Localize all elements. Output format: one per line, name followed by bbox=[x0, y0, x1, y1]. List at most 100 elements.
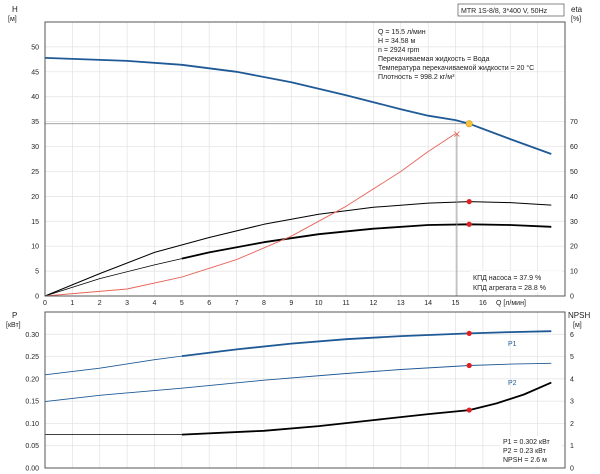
p2-curve-label: P2 bbox=[508, 380, 517, 387]
top-x-tick-label: 2 bbox=[98, 300, 102, 307]
info-density: Плотность = 998.2 кг/м³ bbox=[378, 74, 455, 81]
top-curve-eta-pump bbox=[44, 201, 552, 297]
top-right-tick-label: 20 bbox=[570, 244, 578, 251]
eta-axis-unit: [%] bbox=[571, 16, 581, 23]
bottom-right-tick-label: 6 bbox=[570, 332, 574, 339]
bottom-curve-NPSH bbox=[181, 381, 552, 436]
x-axis-label: Q [л/мин] bbox=[496, 300, 526, 307]
bottom-right-tick-label: 5 bbox=[570, 354, 574, 361]
bottom-operating-marker bbox=[466, 362, 472, 369]
top-left-tick-label: 5 bbox=[35, 269, 39, 276]
top-curve-eta-aggregate-ext bbox=[44, 258, 182, 297]
top-x-tick-label: 9 bbox=[289, 300, 293, 307]
p1-curve-label: P1 bbox=[508, 341, 517, 348]
top-left-tick-label: 45 bbox=[31, 69, 39, 76]
system-curve-end-marker bbox=[454, 131, 460, 137]
top-x-tick-label: 4 bbox=[153, 300, 157, 307]
top-left-tick-label: 25 bbox=[31, 169, 39, 176]
h-axis-name: H bbox=[12, 5, 18, 14]
bottom-left-tick-label: 0.10 bbox=[25, 421, 39, 428]
top-x-tick-label: 15 bbox=[452, 300, 460, 307]
top-panel: 0123456789101112131415161718 05101520253… bbox=[8, 3, 583, 307]
info-npsh: NPSH = 2.6 м bbox=[503, 457, 547, 464]
bottom-right-tick-label: 4 bbox=[570, 376, 574, 383]
top-x-tick-label: 5 bbox=[180, 300, 184, 307]
top-right-tick-label: 50 bbox=[570, 169, 578, 176]
top-curve-eta-aggregate bbox=[181, 223, 552, 260]
top-right-tick-label: 60 bbox=[570, 144, 578, 151]
bottom-p-tick-labels: 0.00 0.05 0.10 0.15 0.20 0.25 0.30 bbox=[25, 332, 39, 473]
top-x-tick-label: 6 bbox=[207, 300, 211, 307]
top-series bbox=[44, 57, 552, 297]
power-info-bg bbox=[500, 436, 562, 466]
bottom-npsh-tick-labels: 0 1 2 3 4 5 6 bbox=[570, 332, 574, 473]
bottom-left-tick-label: 0.20 bbox=[25, 376, 39, 383]
top-x-tick-label: 3 bbox=[125, 300, 129, 307]
top-x-tick-label: 1 bbox=[70, 300, 74, 307]
bottom-plot-frame bbox=[44, 311, 566, 469]
top-left-tick-label: 40 bbox=[31, 94, 39, 101]
top-grid bbox=[44, 22, 565, 297]
bottom-panel: 0.00 0.05 0.10 0.15 0.20 0.25 0.30 0 1 2 3 4 5 6 P [… bbox=[6, 311, 590, 473]
chart-title: MTR 1S-8/8, 3*400 V, 50Hz bbox=[461, 8, 548, 15]
title-box bbox=[457, 3, 565, 17]
top-right-tick-label: 30 bbox=[570, 219, 578, 226]
bottom-right-tick-label: 0 bbox=[570, 466, 574, 473]
eta-pump-marker bbox=[466, 198, 472, 205]
operating-point-info: Q = 15.5 л/мин H = 34.58 м n = 2924 rpm … bbox=[378, 29, 534, 81]
top-x-tick-labels: 0123456789101112131415161718 bbox=[43, 300, 542, 307]
info-p1: P1 = 0.302 кВт bbox=[503, 439, 551, 446]
top-x-tick-label: 8 bbox=[262, 300, 266, 307]
top-x-tick-label: 14 bbox=[424, 300, 432, 307]
bottom-operating-marker bbox=[466, 330, 472, 336]
top-curve-system-curve bbox=[44, 133, 456, 297]
bottom-grid bbox=[44, 312, 565, 469]
top-plot-frame bbox=[44, 21, 566, 297]
top-x-tick-label: 16 bbox=[479, 300, 487, 307]
bottom-left-tick-label: 0.00 bbox=[25, 466, 39, 473]
efficiency-info-bg bbox=[470, 271, 562, 292]
top-left-tick-label: 0 bbox=[35, 294, 39, 301]
bottom-right-tick-label: 1 bbox=[570, 443, 574, 450]
top-left-tick-label: 20 bbox=[31, 194, 39, 201]
bottom-operating-marker bbox=[466, 407, 472, 413]
bottom-left-tick-label: 0.15 bbox=[25, 399, 39, 406]
bottom-left-tick-label: 0.05 bbox=[25, 443, 39, 450]
top-left-tick-label: 50 bbox=[31, 44, 39, 51]
top-right-tick-label: 0 bbox=[570, 294, 574, 301]
info-temperature: Температура перекачиваемой жидкости = 20… bbox=[378, 64, 534, 72]
operating-point-marker bbox=[465, 120, 473, 128]
info-eta-aggregate: КПД агрегата = 28.8 % bbox=[473, 285, 546, 292]
x-axis-label-bg bbox=[494, 297, 554, 307]
bottom-right-tick-label: 2 bbox=[570, 421, 574, 428]
info-liquid: Перекачиваемая жидкость = Вода bbox=[378, 56, 490, 63]
top-x-tick-label: 13 bbox=[397, 300, 405, 307]
info-q: Q = 15.5 л/мин bbox=[378, 29, 426, 36]
p-axis-unit: [кВт] bbox=[6, 322, 21, 329]
bottom-left-tick-label: 0.30 bbox=[25, 332, 39, 339]
top-left-tick-label: 10 bbox=[31, 244, 39, 251]
bottom-curve-P2 bbox=[44, 362, 552, 403]
info-p2: P2 = 0.23 кВт bbox=[503, 448, 547, 455]
top-right-tick-label: 70 bbox=[570, 119, 578, 126]
eta-aggregate-marker bbox=[466, 221, 472, 227]
bottom-curve-P1 bbox=[181, 330, 552, 357]
bottom-series bbox=[44, 330, 552, 436]
p-axis-name: P bbox=[12, 311, 17, 320]
npsh-axis-unit: [м] bbox=[573, 322, 582, 329]
top-left-tick-label: 35 bbox=[31, 119, 39, 126]
top-left-tick-label: 30 bbox=[31, 144, 39, 151]
top-curve-H bbox=[44, 57, 552, 155]
bottom-right-tick-label: 3 bbox=[570, 399, 574, 406]
npsh-axis-name: NPSH bbox=[568, 311, 590, 320]
info-n: n = 2924 rpm bbox=[378, 47, 420, 54]
h-axis-unit: [м] bbox=[8, 16, 17, 23]
top-right-tick-label: 40 bbox=[570, 194, 578, 201]
info-eta-pump: КПД насоса = 37.9 % bbox=[473, 275, 541, 282]
bottom-curve-P1-ext bbox=[44, 355, 182, 376]
top-eta-tick-labels: 0 10 20 30 40 50 60 70 bbox=[570, 119, 578, 300]
top-x-tick-label: 7 bbox=[235, 300, 239, 307]
top-left-tick-label: 15 bbox=[31, 219, 39, 226]
top-y-tick-labels: 0 5 10 15 20 25 30 35 40 45 50 bbox=[31, 44, 39, 300]
